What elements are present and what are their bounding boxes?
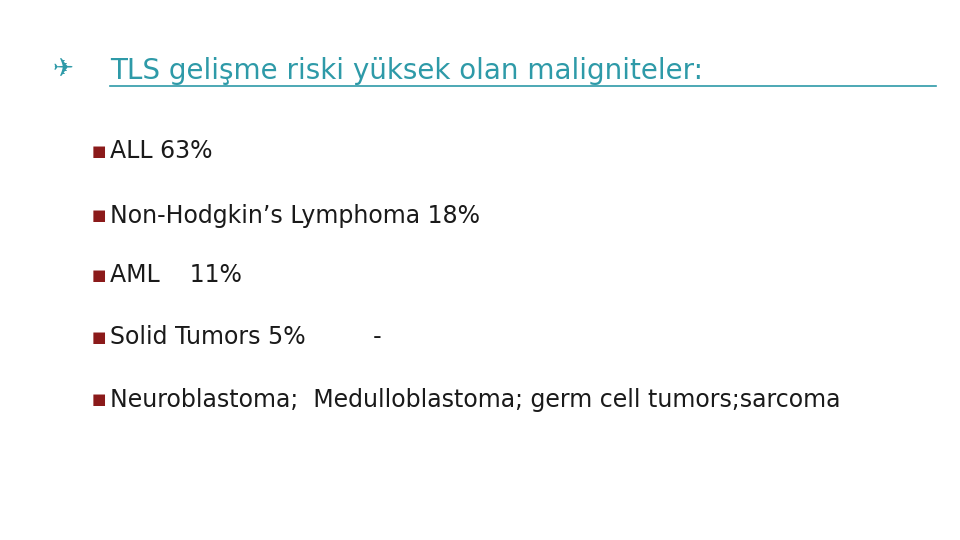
Text: ■: ■ (91, 392, 106, 407)
Text: ■: ■ (91, 330, 106, 345)
Text: ✈: ✈ (53, 57, 74, 80)
Text: TLS gelişme riski yüksek olan maligniteler:: TLS gelişme riski yüksek olan malignitel… (110, 57, 704, 85)
Text: ALL 63%: ALL 63% (110, 139, 213, 163)
Text: Neuroblastoma;  Medulloblastoma; germ cell tumors;sarcoma: Neuroblastoma; Medulloblastoma; germ cel… (110, 388, 841, 411)
Text: Solid Tumors 5%         -: Solid Tumors 5% - (110, 326, 382, 349)
Text: ■: ■ (91, 208, 106, 224)
Text: ■: ■ (91, 268, 106, 283)
Text: Non-Hodgkin’s Lymphoma 18%: Non-Hodgkin’s Lymphoma 18% (110, 204, 480, 228)
Text: AML    11%: AML 11% (110, 264, 242, 287)
Text: ■: ■ (91, 144, 106, 159)
